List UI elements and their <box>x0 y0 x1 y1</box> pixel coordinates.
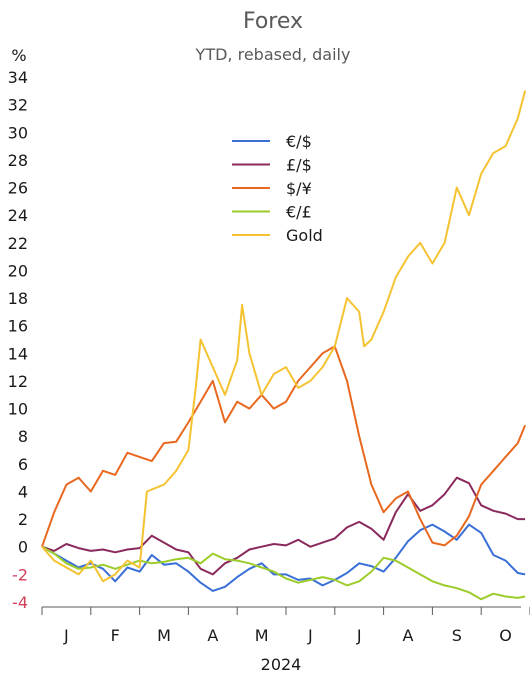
y-tick-label: 0 <box>18 538 28 557</box>
series-line <box>41 345 527 548</box>
series-line <box>41 90 527 583</box>
y-tick-label: 6 <box>18 455 28 474</box>
x-tick-label: J <box>356 626 362 645</box>
series-line <box>41 523 526 592</box>
x-axis-label: 2024 <box>261 655 302 674</box>
x-tick-label: J <box>307 626 313 645</box>
y-tick-label: 28 <box>8 151 28 170</box>
x-tick-label: M <box>157 626 171 645</box>
y-tick-label: 30 <box>8 123 28 142</box>
chart-subtitle: YTD, rebased, daily <box>195 45 351 64</box>
x-tick-label: S <box>452 626 462 645</box>
legend-label: €/£ <box>286 203 312 222</box>
x-tick-label: A <box>207 626 218 645</box>
series-lines <box>41 90 527 601</box>
x-tick-label: F <box>111 626 120 645</box>
x-tick-label: O <box>499 626 512 645</box>
y-tick-label: 16 <box>8 317 28 336</box>
series-line <box>41 545 526 601</box>
y-tick-label: 10 <box>8 400 28 419</box>
x-tick-label: M <box>255 626 269 645</box>
legend-label: $/¥ <box>286 179 312 198</box>
y-tick-label: 14 <box>8 344 28 363</box>
y-tick-label: 18 <box>8 289 28 308</box>
y-tick-label: 32 <box>8 96 28 115</box>
y-tick-label: 24 <box>8 206 28 225</box>
legend-label: Gold <box>286 226 323 245</box>
y-tick-label: -4 <box>12 593 28 612</box>
y-tick-label: 34 <box>8 68 28 87</box>
y-axis-label: % <box>11 46 26 65</box>
series-line <box>41 476 526 576</box>
legend-label: £/$ <box>286 156 312 175</box>
x-tick-label: J <box>63 626 69 645</box>
chart-legend: €/$ £/$ $/¥ €/£ Gold <box>232 132 323 245</box>
y-tick-label: 12 <box>8 372 28 391</box>
y-tick-label: 4 <box>18 482 28 501</box>
y-tick-label: 2 <box>18 510 28 529</box>
chart-title: Forex <box>243 9 303 34</box>
x-tick-label: A <box>403 626 414 645</box>
y-tick-label: 20 <box>8 261 28 280</box>
y-tick-label: 8 <box>18 427 28 446</box>
legend-label: €/$ <box>286 132 312 151</box>
y-tick-label: -2 <box>12 565 28 584</box>
y-tick-label: 22 <box>8 234 28 253</box>
y-tick-label: 26 <box>8 179 28 198</box>
